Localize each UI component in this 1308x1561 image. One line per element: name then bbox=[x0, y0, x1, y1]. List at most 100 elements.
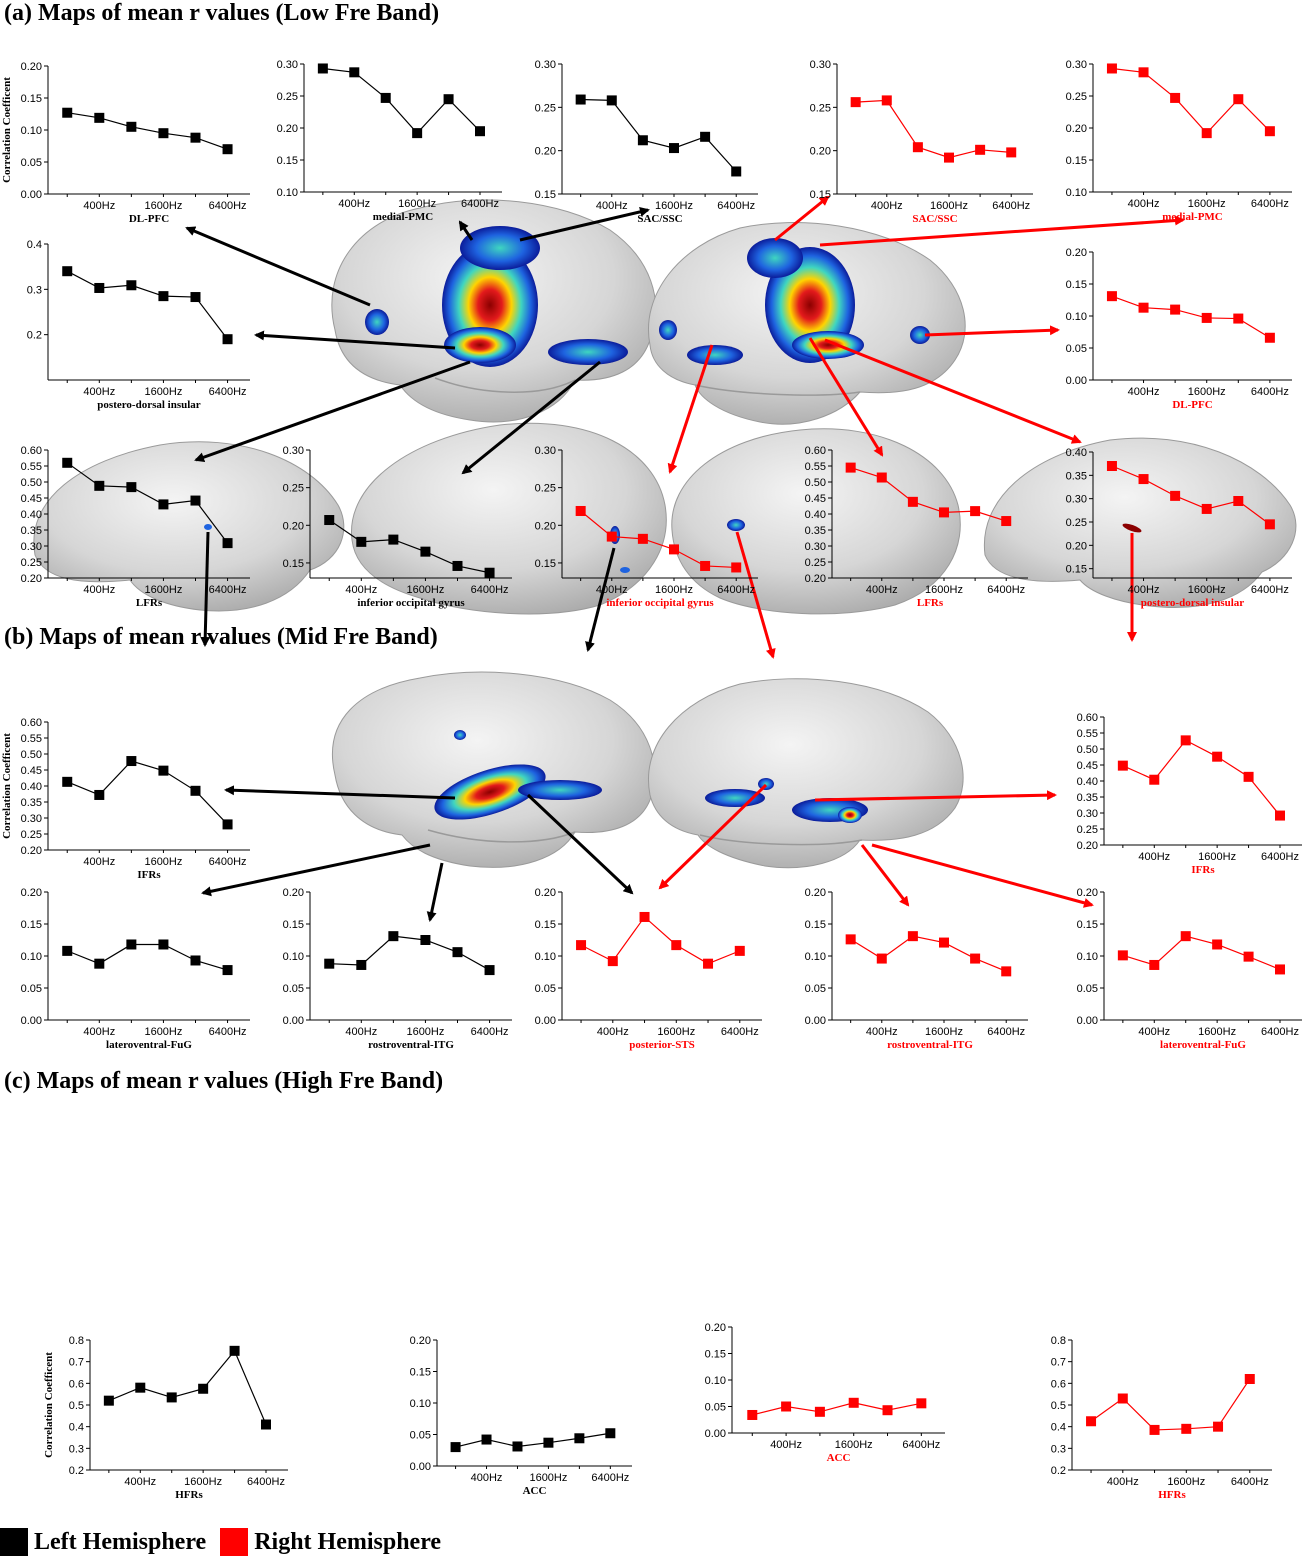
data-point bbox=[1106, 291, 1117, 302]
x-tick-label: 1600Hz bbox=[529, 1472, 567, 1484]
y-tick-label: 0.6 bbox=[69, 1378, 84, 1390]
chart-title: SAC/SSC bbox=[637, 213, 682, 225]
x-tick-label: 6400Hz bbox=[992, 200, 1030, 212]
y-tick-label: 0.25 bbox=[1077, 824, 1098, 836]
x-tick-label: 6400Hz bbox=[721, 1026, 759, 1038]
x-tick-label: 400Hz bbox=[1128, 386, 1160, 398]
data-point bbox=[1117, 760, 1128, 771]
y-tick-label: 0.30 bbox=[283, 445, 304, 457]
data-point bbox=[388, 931, 399, 942]
brain-c-4 bbox=[983, 437, 1297, 609]
arrows-b bbox=[201, 783, 1094, 922]
data-point bbox=[158, 765, 169, 776]
y-tick-label: 0.30 bbox=[535, 445, 556, 457]
y-tick-label: 0.30 bbox=[21, 813, 42, 825]
x-tick-label: 400Hz bbox=[1138, 1026, 1170, 1038]
x-tick-label: 400Hz bbox=[83, 386, 115, 398]
x-tick-label: 400Hz bbox=[345, 1026, 377, 1038]
y-tick-label: 0.00 bbox=[705, 1428, 726, 1440]
data-point bbox=[229, 1345, 240, 1356]
data-point bbox=[1106, 63, 1117, 74]
y-tick-label: 0.05 bbox=[21, 983, 42, 995]
y-tick-label: 0.10 bbox=[1066, 311, 1087, 323]
y-tick-label: 0.2 bbox=[1051, 1465, 1066, 1477]
chart-b-r-sts: 0.00 0.05 0.10 0.15 0.20 400Hz 1600Hz 6400Hz pos… bbox=[535, 887, 762, 1051]
series-line bbox=[66, 462, 229, 544]
y-tick-label: 0.15 bbox=[805, 919, 826, 931]
chart-a-r-iog: 0.15 0.20 0.25 0.30 400Hz 1600Hz 6400Hzinferio… bbox=[535, 445, 758, 609]
data-point bbox=[700, 131, 711, 142]
data-point bbox=[1213, 1421, 1224, 1432]
brain-c-3 bbox=[671, 428, 961, 615]
data-point bbox=[420, 935, 431, 945]
data-point bbox=[412, 128, 423, 139]
chart-title: IFRs bbox=[137, 869, 161, 881]
y-tick-label: 0.25 bbox=[810, 102, 831, 114]
y-tick-label: 0.50 bbox=[805, 477, 826, 489]
y-tick-label: 0.3 bbox=[1051, 1443, 1066, 1455]
y-tick-label: 0.50 bbox=[21, 477, 42, 489]
y-tick-label: 0.00 bbox=[1077, 1015, 1098, 1027]
chart-b-r-ifrs: 0.20 0.25 0.30 0.35 0.40 0.45 0.50 0.55 0.60 400H… bbox=[1077, 712, 1302, 876]
x-tick-label: 400Hz bbox=[83, 200, 115, 212]
data-point bbox=[135, 1382, 146, 1393]
y-tick-label: 0.35 bbox=[21, 525, 42, 537]
y-tick-label: 0.15 bbox=[535, 558, 556, 570]
x-tick-label: 400Hz bbox=[1138, 851, 1170, 863]
chart-a-r-lfrs: 0.20 0.25 0.30 0.35 0.40 0.45 0.50 0.55 0.60 400H… bbox=[805, 445, 1028, 609]
x-tick-label: 1600Hz bbox=[925, 1026, 963, 1038]
x-tick-label: 400Hz bbox=[597, 1026, 629, 1038]
y-tick-label: 0.00 bbox=[410, 1461, 431, 1473]
data-point bbox=[1264, 126, 1275, 137]
x-tick-label: 6400Hz bbox=[209, 856, 247, 868]
data-point bbox=[158, 128, 169, 139]
data-point bbox=[939, 937, 949, 948]
series-line bbox=[752, 1402, 922, 1416]
y-tick-label: 0.15 bbox=[283, 919, 304, 931]
x-tick-label: 6400Hz bbox=[987, 584, 1025, 596]
chart-c-r-acc: 0.00 0.05 0.10 0.15 0.20 400Hz 1600Hz 6400Hz ACC bbox=[705, 1322, 945, 1464]
left-hemisphere-swatch bbox=[0, 1528, 28, 1556]
y-tick-label: 0.05 bbox=[283, 983, 304, 995]
x-tick-label: 6400Hz bbox=[987, 1026, 1025, 1038]
x-tick-label: 1600Hz bbox=[657, 1026, 695, 1038]
data-point bbox=[388, 534, 399, 545]
x-tick-label: 1600Hz bbox=[1188, 584, 1226, 596]
y-tick-label: 0.25 bbox=[805, 557, 826, 569]
y-tick-label: 0.00 bbox=[535, 1015, 556, 1027]
series-line bbox=[322, 67, 481, 135]
data-point bbox=[1212, 939, 1223, 950]
data-point bbox=[94, 480, 105, 491]
y-tick-label: 0.15 bbox=[283, 558, 304, 570]
data-point bbox=[1212, 751, 1223, 762]
x-tick-label: 1600Hz bbox=[930, 200, 968, 212]
x-tick-label: 6400Hz bbox=[1251, 584, 1289, 596]
data-point bbox=[190, 132, 201, 143]
data-point bbox=[907, 496, 918, 507]
chart-title: inferior occipital gyrus bbox=[606, 597, 714, 609]
data-point bbox=[484, 965, 495, 976]
data-point bbox=[94, 112, 105, 123]
chart-title: lateroventral-FuG bbox=[1160, 1039, 1246, 1051]
data-point bbox=[222, 965, 233, 976]
data-point bbox=[158, 291, 169, 302]
y-tick-label: 0.10 bbox=[410, 1398, 431, 1410]
y-tick-label: 0.4 bbox=[1051, 1422, 1066, 1434]
data-point bbox=[190, 292, 201, 303]
y-tick-label: 0.25 bbox=[535, 102, 556, 114]
data-point bbox=[669, 143, 679, 154]
y-tick-label: 0.00 bbox=[805, 1015, 826, 1027]
x-tick-label: 6400Hz bbox=[1261, 851, 1299, 863]
data-point bbox=[324, 958, 335, 969]
y-tick-label: 0.10 bbox=[535, 951, 556, 963]
y-tick-label: 0.15 bbox=[21, 919, 42, 931]
data-point bbox=[317, 63, 328, 74]
y-tick-label: 0.45 bbox=[805, 493, 826, 505]
x-tick-label: 400Hz bbox=[345, 584, 377, 596]
y-tick-label: 0.20 bbox=[535, 887, 556, 899]
x-tick-label: 6400Hz bbox=[902, 1439, 940, 1451]
y-tick-label: 0.55 bbox=[805, 461, 826, 473]
y-tick-label: 0.60 bbox=[1077, 712, 1098, 724]
x-tick-label: 400Hz bbox=[1128, 584, 1160, 596]
